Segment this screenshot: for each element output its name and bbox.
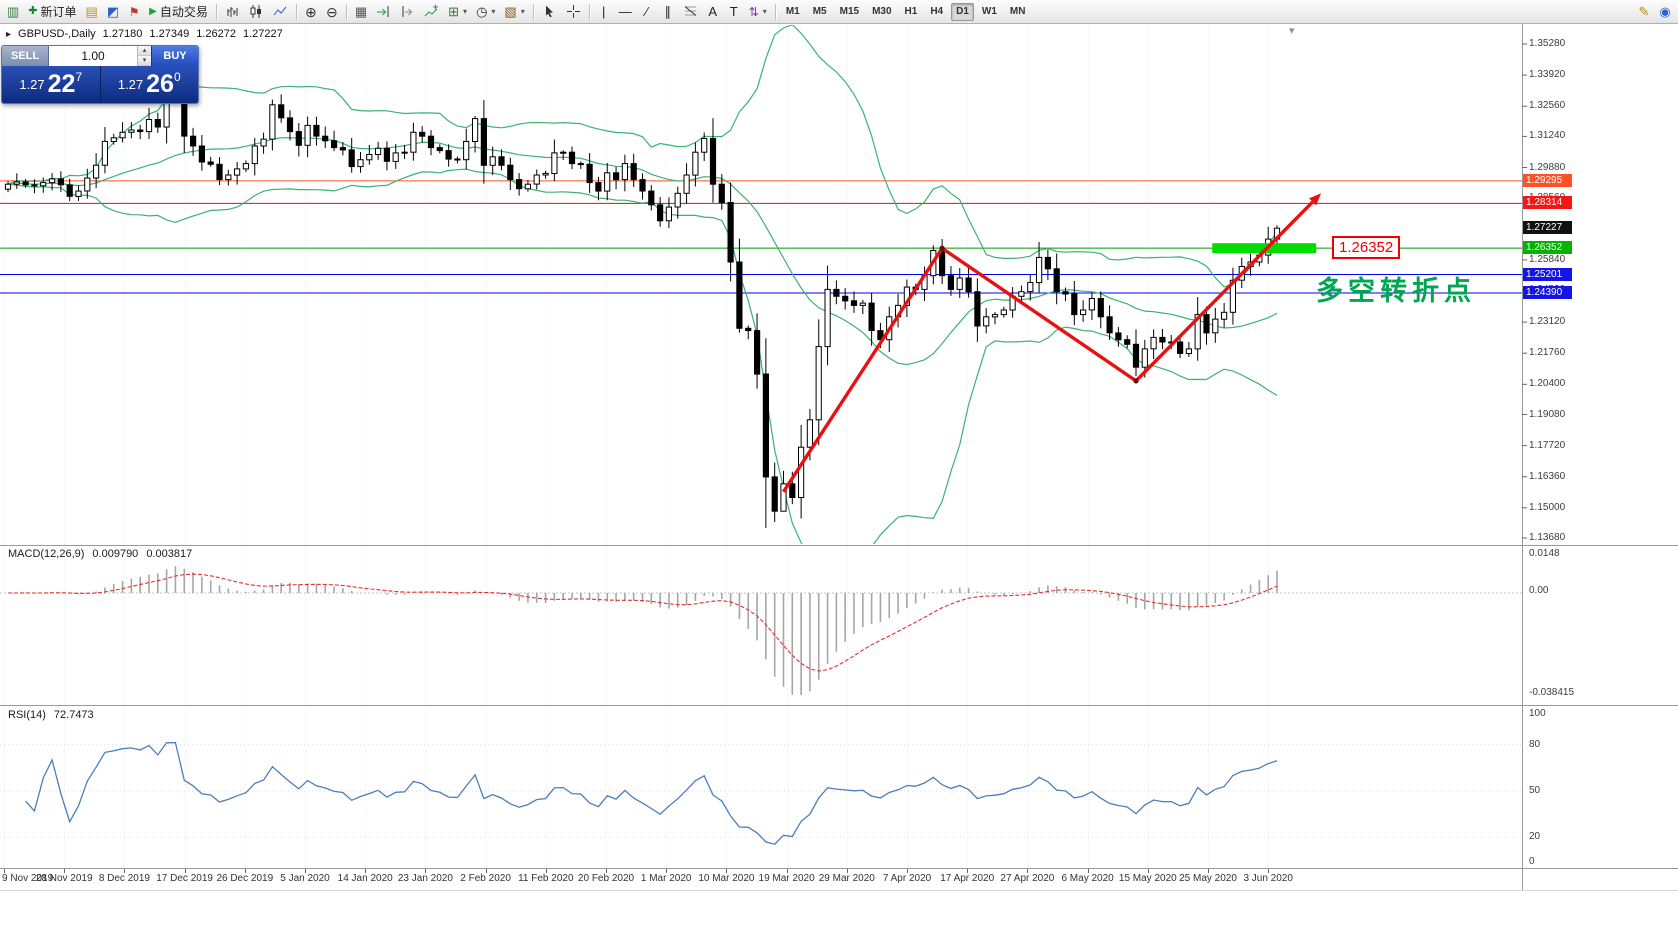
channel-icon[interactable]: ∥	[664, 4, 671, 19]
vertical-line-icon[interactable]: |	[602, 4, 606, 19]
timeframe-mn[interactable]: MN	[1009, 6, 1026, 17]
buy-price-point: 0	[173, 70, 181, 84]
volume-input[interactable]	[49, 46, 137, 66]
symbol-period-label: GBPUSD-,Daily	[18, 28, 96, 40]
toolbar: ▥ ✚ 新订单 ▤ ◩ ⚑ ▶ 自动交易 ⊕ ⊖ ▦ ⊞ ▾ ◷ ▾ ▧ ▾ | — ∕ ∥ A T ⇅ ▾ M1 M5 M15 M30…	[0, 0, 1678, 24]
sell-price-display[interactable]: 1.27 22 7	[2, 66, 101, 103]
volume-down-button[interactable]: ▾	[138, 56, 151, 66]
macd-value-main: 0.009790	[92, 548, 139, 560]
candlestick-chart-icon[interactable]	[245, 2, 268, 22]
sell-price-base: 1.27	[19, 77, 45, 92]
turning-point-note[interactable]: 多空转折点	[1316, 276, 1476, 306]
auto-scroll-icon[interactable]	[372, 2, 395, 22]
buy-price-base: 1.27	[117, 77, 144, 92]
volume-control: ▴ ▾	[49, 46, 151, 66]
toolbar-separator	[588, 3, 590, 20]
rsi-value: 72.7473	[53, 709, 94, 721]
volume-up-button[interactable]: ▴	[138, 46, 151, 56]
cursor-icon[interactable]	[538, 2, 561, 22]
timeframe-w1[interactable]: W1	[981, 6, 997, 17]
timeframe-m5[interactable]: M5	[812, 6, 827, 17]
ohlc-high: 1.27349	[149, 28, 190, 40]
buy-price-display[interactable]: 1.27 26 0	[101, 66, 199, 103]
timeframe-m30[interactable]: M30	[872, 6, 892, 17]
price-level-callout[interactable]: 1.26352	[1332, 236, 1401, 259]
zoom-in-icon[interactable]: ⊕	[304, 3, 317, 20]
rsi-label: RSI(14) 72.7473	[8, 709, 94, 721]
sell-price-pips: 22	[47, 70, 76, 98]
edit-icon[interactable]: ✎	[1638, 4, 1650, 19]
new-chart-dropdown[interactable]: ⊞ ▾	[448, 4, 468, 19]
tile-windows-icon[interactable]: ▦	[354, 4, 368, 19]
timeframe-h1[interactable]: H1	[904, 6, 918, 17]
indicators-icon[interactable]	[420, 2, 443, 22]
timeframe-m15[interactable]: M15	[839, 6, 860, 17]
arrows-dropdown[interactable]: ⇅ ▾	[748, 4, 767, 19]
toolbar-separator	[215, 3, 217, 20]
fibonacci-icon[interactable]	[679, 2, 702, 22]
horizontal-line-icon[interactable]: —	[618, 4, 632, 19]
auto-trading-button[interactable]: ▶ 自动交易	[149, 5, 208, 19]
chart-shift-icon[interactable]	[396, 2, 419, 22]
macd-label: MACD(12,26,9) 0.009790 0.003817	[8, 548, 192, 560]
line-chart-icon[interactable]	[269, 2, 292, 22]
one-click-collapse-icon[interactable]: ▸	[6, 28, 12, 40]
templates-dropdown[interactable]: ▧ ▾	[504, 4, 525, 19]
zoom-out-icon[interactable]: ⊖	[325, 3, 338, 20]
chart-shift-marker-icon: ▾	[1289, 25, 1295, 37]
timeframe-d1[interactable]: D1	[951, 2, 974, 21]
periods-dropdown[interactable]: ◷ ▾	[476, 4, 496, 19]
chart-symbol-header: ▸ GBPUSD-,Daily 1.27180 1.27349 1.26272 …	[6, 28, 283, 40]
buy-button[interactable]: BUY	[151, 46, 198, 66]
ohlc-close: 1.27227	[242, 28, 283, 40]
profiles-icon[interactable]: ◩	[106, 4, 120, 19]
trendline-icon[interactable]: ∕	[645, 4, 648, 19]
community-icon[interactable]: ◉	[1659, 4, 1671, 19]
new-order-button[interactable]: ✚ 新订单	[28, 5, 77, 19]
ohlc-low: 1.26272	[196, 28, 236, 40]
crosshair-icon[interactable]	[562, 2, 585, 22]
sell-price-point: 7	[75, 70, 83, 84]
text-label-icon[interactable]: T	[729, 4, 738, 19]
charts-icon[interactable]: ▤	[85, 4, 98, 19]
macd-name: MACD(12,26,9)	[8, 548, 85, 560]
bar-chart-icon[interactable]	[221, 2, 244, 22]
timeframe-h4[interactable]: H4	[930, 6, 944, 17]
one-click-trading-panel: SELL ▴ ▾ BUY 1.27 22 7 1.27 26 0	[1, 45, 199, 104]
sell-button[interactable]: SELL	[2, 46, 49, 66]
macd-value-signal: 0.003817	[146, 548, 193, 560]
toolbar-separator	[345, 3, 347, 20]
terminal-icon[interactable]: ▥	[7, 4, 20, 19]
timeframe-m1[interactable]: M1	[785, 6, 800, 17]
buy-price-pips: 26	[146, 70, 174, 98]
toolbar-separator	[774, 3, 776, 20]
ohlc-open: 1.27180	[102, 28, 143, 40]
text-icon[interactable]: A	[708, 4, 718, 19]
rsi-name: RSI(14)	[8, 709, 46, 721]
alerts-icon[interactable]: ⚑	[128, 4, 140, 19]
toolbar-separator	[532, 3, 534, 20]
toolbar-separator	[295, 3, 297, 20]
